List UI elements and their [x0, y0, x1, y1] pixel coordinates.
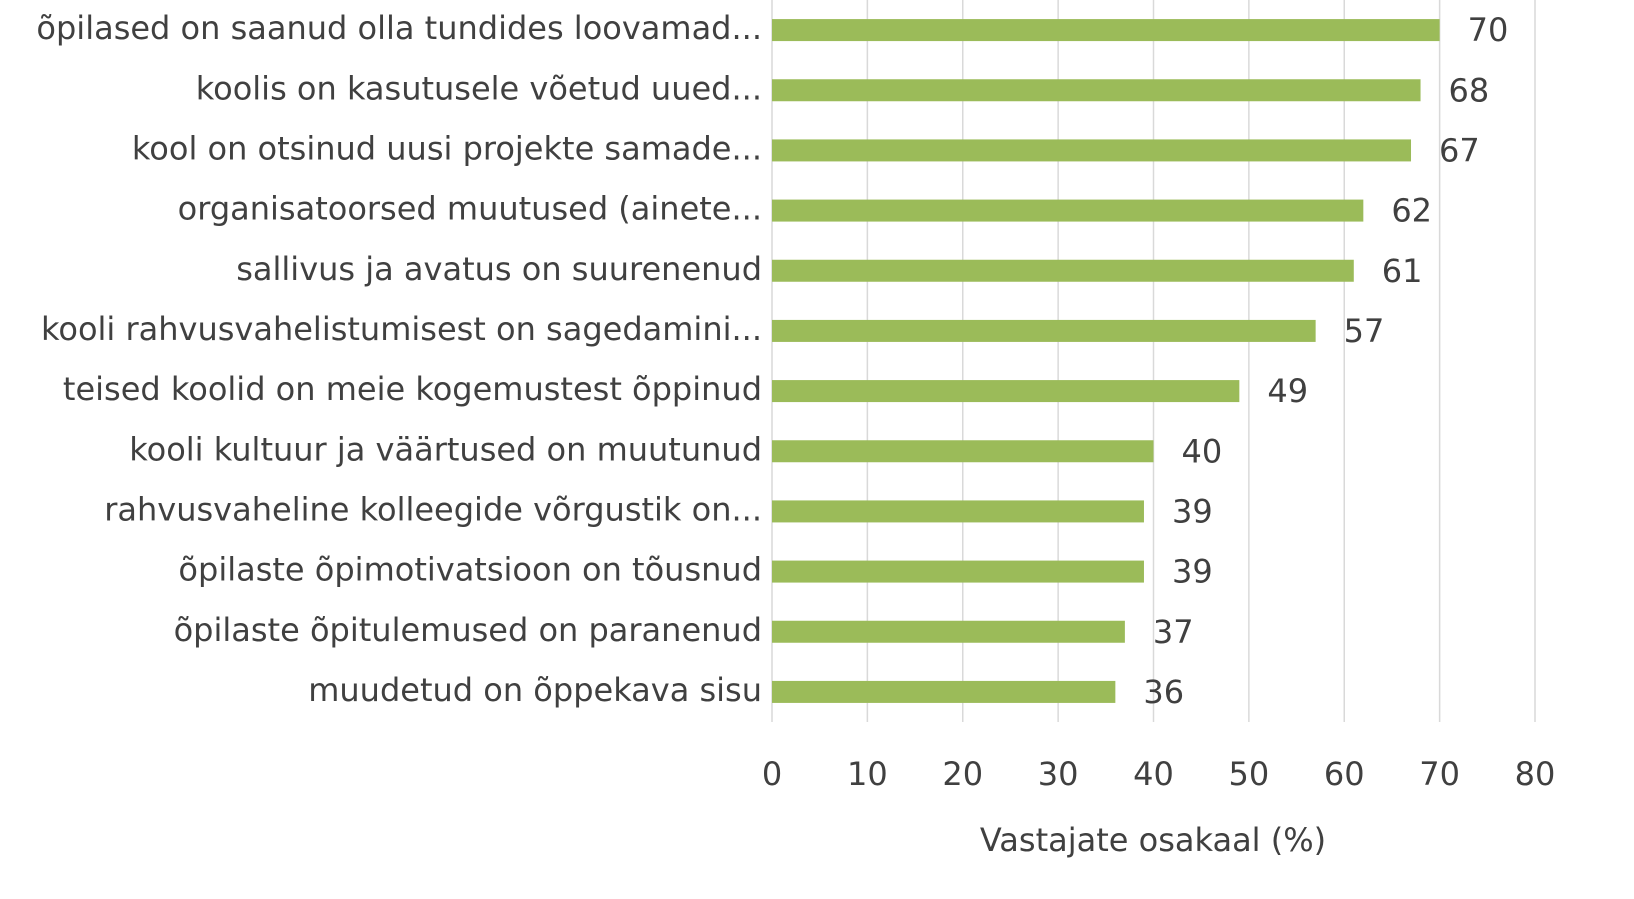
x-tick-label: 10: [847, 755, 888, 793]
y-tick-label: teised koolid on meie kogemustest õppinu…: [63, 370, 762, 408]
data-label: 67: [1439, 131, 1480, 169]
y-tick-label: õpilased on saanud olla tundides loovama…: [36, 9, 762, 47]
data-label: 49: [1267, 372, 1308, 410]
data-label: 70: [1468, 11, 1509, 49]
y-tick-label: õpilaste õpitulemused on paranenud: [174, 611, 762, 649]
data-label: 37: [1153, 613, 1194, 651]
data-label: 36: [1143, 673, 1184, 711]
x-tick-label: 60: [1324, 755, 1365, 793]
x-tick-label: 0: [762, 755, 782, 793]
x-tick-label: 40: [1133, 755, 1174, 793]
bar: [772, 259, 1354, 282]
x-tick-label: 80: [1515, 755, 1556, 793]
y-tick-label: organisatoorsed muutused (ainete...: [178, 190, 762, 228]
x-tick-label: 50: [1229, 755, 1270, 793]
data-label: 62: [1391, 192, 1432, 230]
y-tick-label: kooli kultuur ja väärtused on muutunud: [129, 430, 762, 468]
x-tick-label: 30: [1038, 755, 1079, 793]
bar: [772, 680, 1116, 703]
x-tick-label: 20: [942, 755, 983, 793]
bar: [772, 319, 1316, 342]
y-tick-label: rahvusvaheline kolleegide võrgustik on..…: [104, 490, 762, 528]
y-tick-label: koolis on kasutusele võetud uued...: [196, 69, 762, 107]
y-tick-label: õpilaste õpimotivatsioon on tõusnud: [178, 551, 762, 589]
data-label: 40: [1182, 432, 1223, 470]
bar: [772, 139, 1412, 162]
data-label: 61: [1382, 252, 1423, 290]
data-label: 39: [1172, 492, 1213, 530]
bar: [772, 620, 1125, 643]
data-label: 68: [1449, 71, 1490, 109]
bar: [772, 380, 1240, 403]
y-tick-label: sallivus ja avatus on suurenenud: [236, 250, 762, 288]
bar: [772, 19, 1440, 42]
data-label: 57: [1344, 312, 1385, 350]
bar: [772, 440, 1154, 463]
data-label: 39: [1172, 553, 1213, 591]
bar: [772, 79, 1421, 102]
y-tick-label: kool on otsinud uusi projekte samade...: [132, 129, 762, 167]
bar: [772, 560, 1144, 583]
y-tick-label: kooli rahvusvahelistumisest on sagedamin…: [41, 310, 762, 348]
bar: [772, 199, 1364, 222]
x-axis-title: Vastajate osakaal (%): [980, 821, 1326, 859]
bar: [772, 500, 1144, 523]
x-tick-label: 70: [1419, 755, 1460, 793]
y-tick-label: muudetud on õppekava sisu: [308, 671, 762, 709]
